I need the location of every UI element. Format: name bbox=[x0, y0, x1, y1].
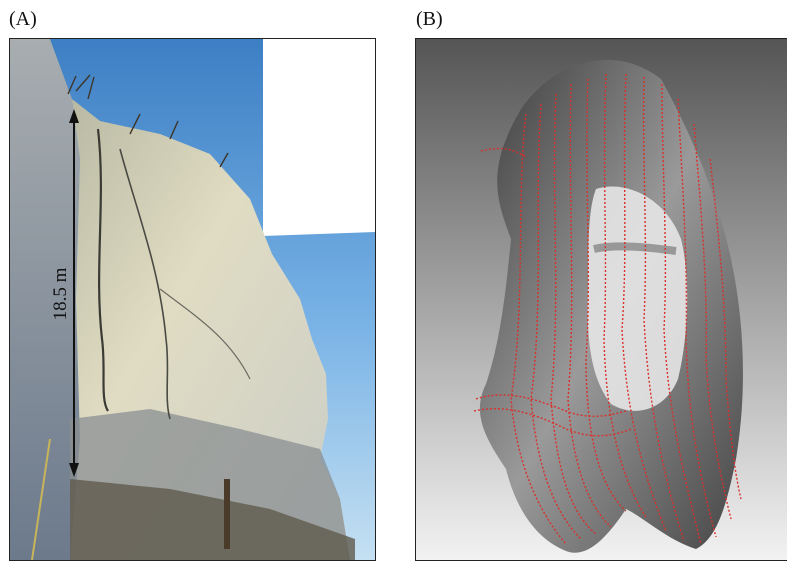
mesh-ledge bbox=[593, 242, 677, 255]
panel-b-label: (B) bbox=[416, 8, 443, 30]
panel-a-label: (A) bbox=[9, 8, 37, 30]
cliff-photo-illustration: 18.5 m bbox=[10, 39, 375, 560]
cliff-3d-model bbox=[415, 38, 787, 561]
arrow-top bbox=[69, 109, 79, 123]
base-debris bbox=[70, 479, 355, 560]
rope bbox=[31, 438, 51, 560]
crack-2 bbox=[119, 148, 171, 420]
left-rock-face bbox=[10, 39, 80, 560]
stake bbox=[224, 479, 230, 549]
measurement-label: 18.5 m bbox=[50, 267, 71, 320]
arrow-bottom bbox=[69, 463, 79, 477]
crack-1 bbox=[96, 128, 109, 412]
blank-patch bbox=[263, 39, 375, 236]
cliff-3d-model-illustration bbox=[416, 39, 787, 560]
cliff-photo: 18.5 m bbox=[9, 38, 376, 561]
mesh-cavity bbox=[587, 186, 688, 411]
contour-lines bbox=[473, 73, 742, 545]
crack-3 bbox=[159, 288, 251, 380]
shrubs bbox=[67, 74, 229, 168]
